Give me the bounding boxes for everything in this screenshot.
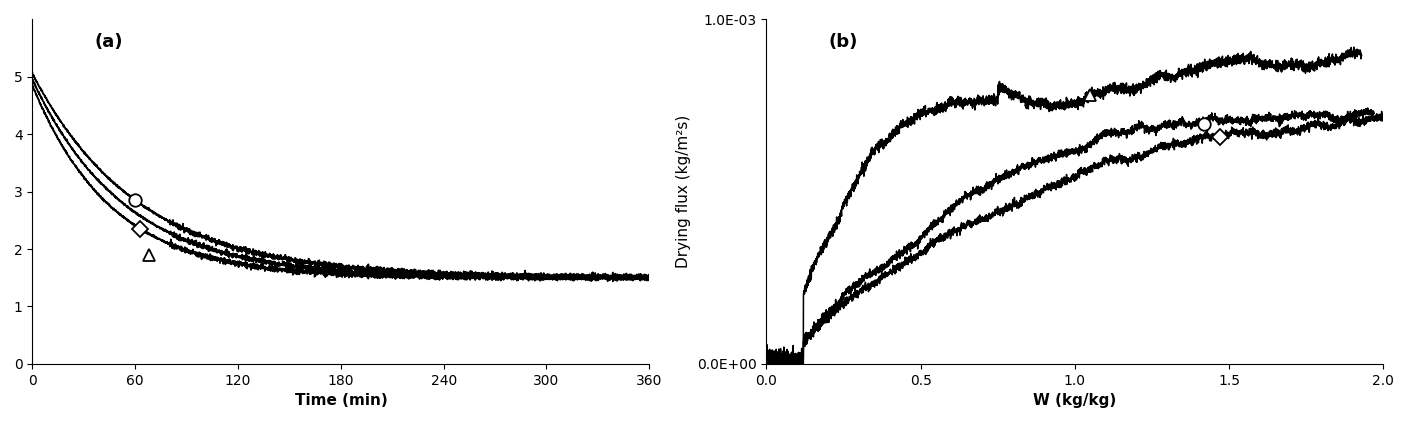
X-axis label: W (kg/kg): W (kg/kg)	[1033, 393, 1117, 408]
X-axis label: Time (min): Time (min)	[294, 393, 387, 408]
Text: (a): (a)	[94, 33, 122, 51]
Y-axis label: Drying flux (kg/m²s): Drying flux (kg/m²s)	[676, 115, 691, 268]
Text: (b): (b)	[828, 33, 857, 51]
